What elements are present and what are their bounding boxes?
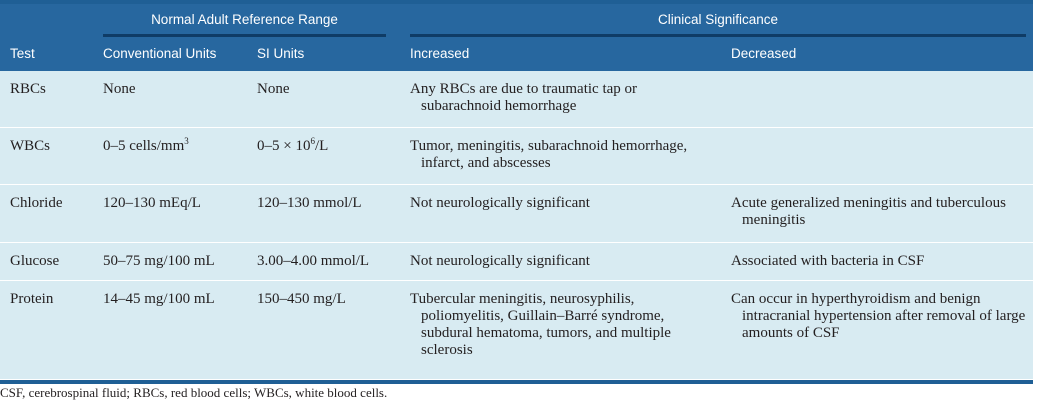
column-header-increased: Increased	[410, 46, 470, 61]
table-row-rbcs: RBCs None None Any RBCs are due to traum…	[0, 71, 1033, 128]
header-group-rule-clinical	[410, 34, 1026, 37]
cell-increased: Tumor, meningitis, subarachnoid hemorrha…	[410, 138, 688, 171]
cell-conventional-superscript: 3	[184, 136, 189, 146]
cell-increased: Any RBCs are due to traumatic tap or sub…	[410, 81, 638, 114]
cell-test: WBCs	[10, 138, 51, 154]
cell-si: 120–130 mmol/L	[257, 195, 362, 211]
cell-si-main: 0–5 × 10	[257, 138, 311, 154]
cell-conventional: 14–45 mg/100 mL	[103, 291, 215, 307]
cell-si: 0–5 × 106/L	[257, 136, 329, 155]
cell-si: None	[257, 81, 290, 97]
column-header-conventional-units: Conventional Units	[103, 46, 217, 61]
cell-test: Protein	[10, 291, 54, 307]
header-group-rule-reference	[103, 34, 386, 37]
header-group-reference-range: Normal Adult Reference Range	[151, 12, 338, 27]
column-header-si-units: SI Units	[257, 46, 305, 61]
cell-decreased: Acute generalized meningitis and tubercu…	[731, 195, 1006, 228]
cell-conventional: 0–5 cells/mm3	[103, 136, 189, 155]
table-top-rule	[0, 0, 1033, 4]
cell-conventional: 120–130 mEq/L	[103, 195, 201, 211]
table-row-wbcs: WBCs 0–5 cells/mm3 0–5 × 106/L Tumor, me…	[0, 128, 1033, 185]
cell-decreased: Associated with bacteria in CSF	[731, 253, 925, 269]
table-footnote: CSF, cerebrospinal fluid; RBCs, red bloo…	[0, 385, 388, 400]
cell-test: RBCs	[10, 81, 46, 97]
csf-reference-table: Normal Adult Reference Range Clinical Si…	[0, 0, 1033, 384]
table-row-chloride: Chloride 120–130 mEq/L 120–130 mmol/L No…	[0, 185, 1033, 243]
cell-conventional: 50–75 mg/100 mL	[103, 253, 215, 269]
cell-test: Chloride	[10, 195, 63, 211]
cell-si-tail: /L	[314, 138, 329, 154]
cell-si: 3.00–4.00 mmol/L	[257, 253, 370, 269]
table-bottom-rule	[0, 380, 1033, 384]
column-header-decreased: Decreased	[731, 46, 797, 61]
cell-increased: Tubercular meningitis, neurosyphilis, po…	[410, 291, 671, 358]
table-row-protein: Protein 14–45 mg/100 mL 150–450 mg/L Tub…	[0, 281, 1033, 380]
table-row-glucose: Glucose 50–75 mg/100 mL 3.00–4.00 mmol/L…	[0, 243, 1033, 281]
table-header: Normal Adult Reference Range Clinical Si…	[0, 4, 1033, 71]
column-header-test: Test	[10, 46, 35, 61]
cell-conventional: None	[103, 81, 136, 97]
cell-decreased: Can occur in hyperthyroidism and benign …	[731, 291, 1026, 341]
cell-si-superscript: 6	[310, 136, 315, 146]
cell-increased: Not neurologically significant	[410, 253, 590, 269]
cell-conventional-main: 0–5 cells/mm	[103, 138, 185, 154]
cell-si: 150–450 mg/L	[257, 291, 346, 307]
header-group-clinical-significance: Clinical Significance	[657, 12, 779, 27]
cell-increased: Not neurologically significant	[410, 195, 590, 211]
cell-test: Glucose	[10, 253, 60, 269]
